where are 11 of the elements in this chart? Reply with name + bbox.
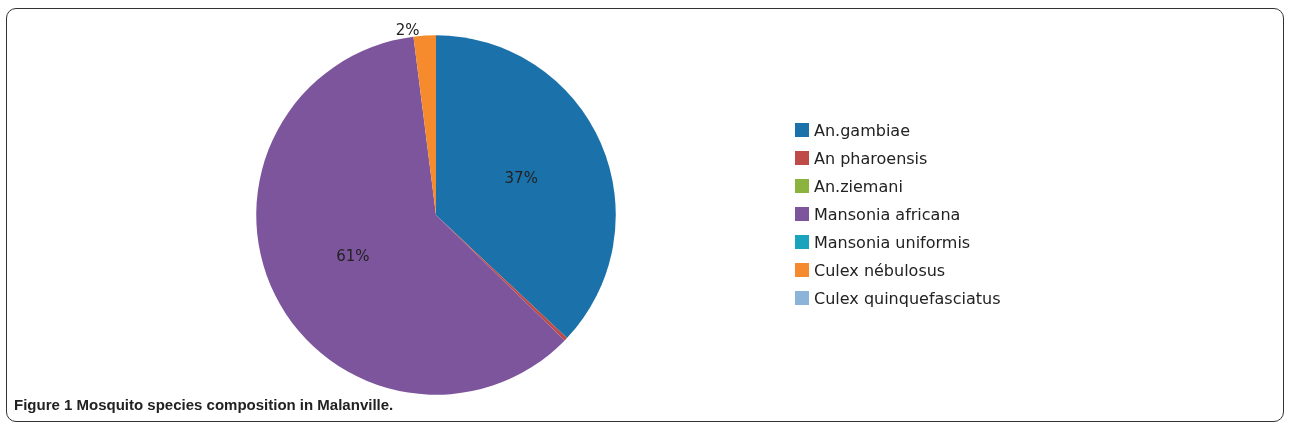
legend-label: Mansonia africana: [814, 204, 961, 224]
legend-label: Mansonia uniformis: [814, 232, 971, 252]
legend-label: Culex nébulosus: [814, 260, 946, 280]
caption: Figure 1 Mosquito species composition in Malanville.: [14, 396, 394, 413]
data-label: 61%: [336, 247, 370, 266]
legend-label: An.gambiae: [814, 120, 910, 140]
data-label: 2%: [395, 20, 420, 39]
legend-label: An pharoensis: [814, 148, 928, 168]
data-label: 37%: [504, 169, 538, 188]
legend-label: An.ziemani: [814, 176, 903, 196]
legend-label: Culex quinquefasciatus: [814, 288, 1001, 308]
